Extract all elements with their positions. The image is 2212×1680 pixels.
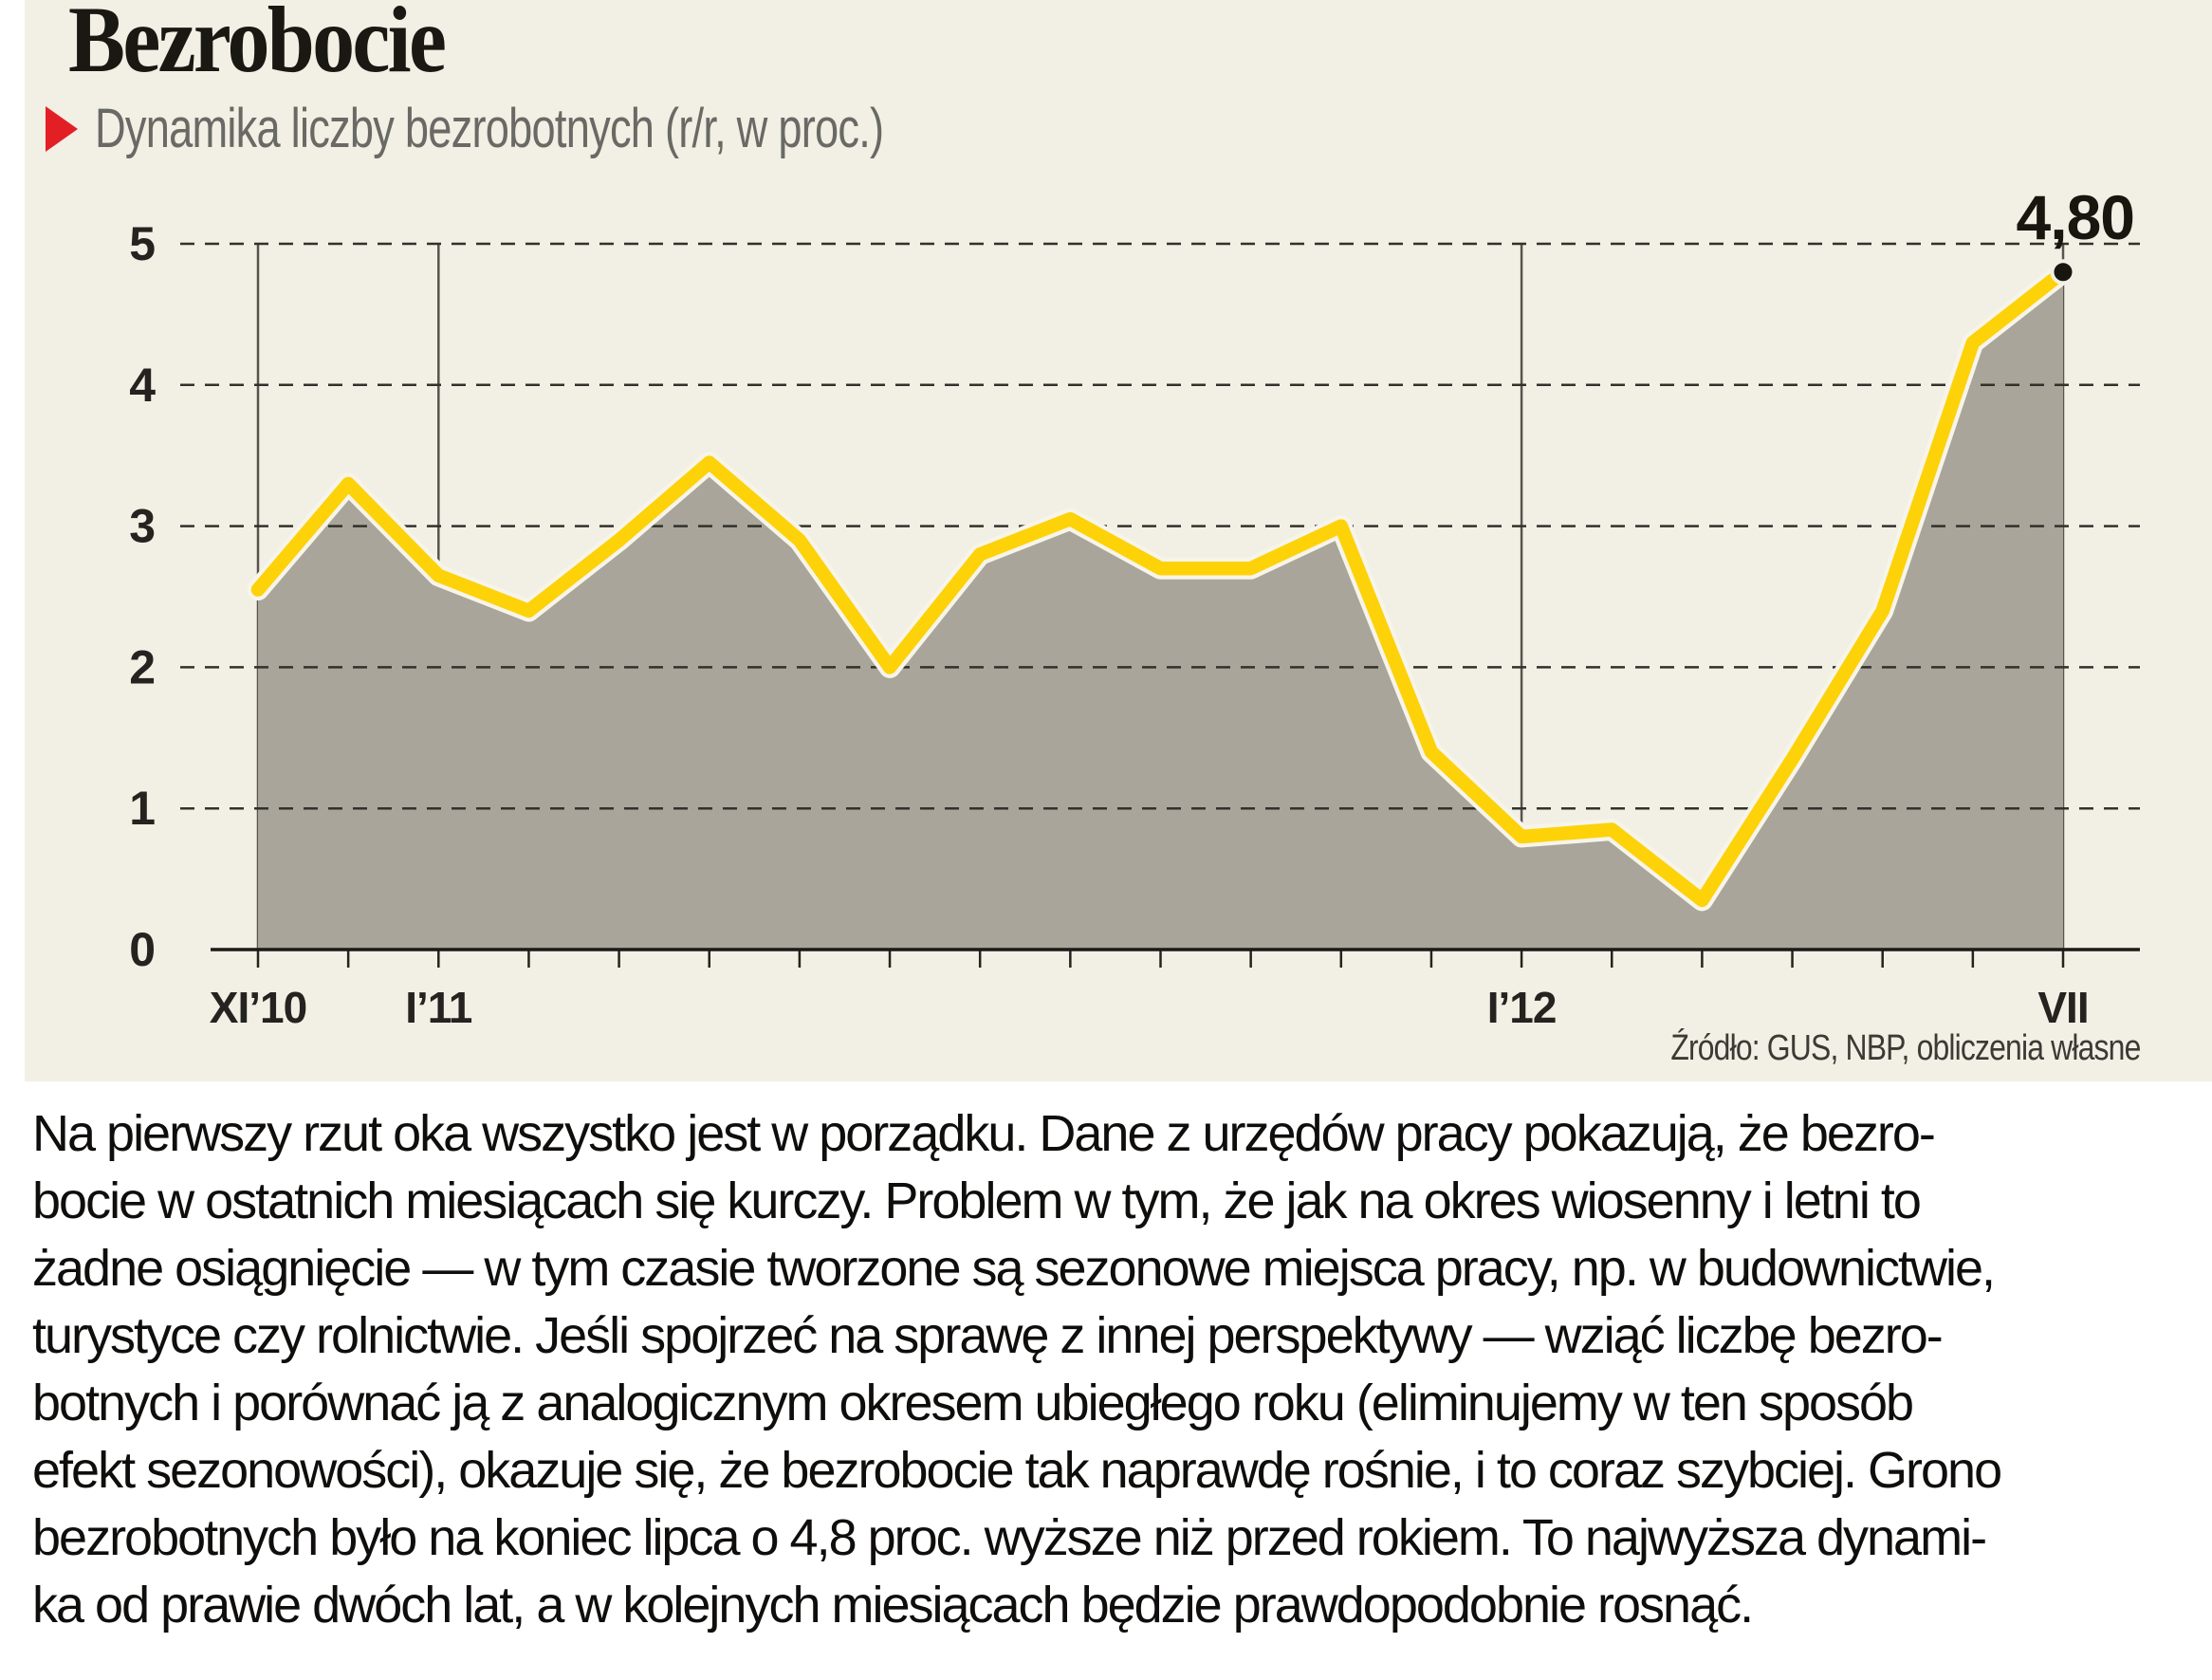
y-axis-label: 5: [129, 217, 156, 270]
end-point-value-label: 4,80: [2017, 182, 2134, 252]
y-axis-label: 0: [129, 923, 156, 976]
source-label: Źródło: GUS, NBP, obliczenia własne: [1669, 1028, 2141, 1068]
y-axis-label: 3: [129, 500, 156, 553]
trend-line: [250, 265, 2071, 908]
area-fill: [258, 271, 2063, 950]
x-axis-label: XI’10: [210, 983, 306, 1032]
y-axis-label: 2: [129, 640, 156, 693]
unemployment-area-chart: 4,80 0 1 2 3 4 5 XI’10 I’11 I’12 VII: [129, 182, 2140, 1032]
page-title: Bezrobocie: [68, 0, 447, 92]
x-axis-label: I’11: [405, 983, 472, 1032]
y-axis-label: 1: [129, 782, 156, 835]
end-point-dot: [2050, 259, 2076, 286]
y-axis-label: 4: [129, 359, 156, 412]
x-axis-label: VII: [2037, 983, 2088, 1032]
subtitle-row: Dynamika liczby bezrobotnych (r/r, w pro…: [46, 97, 1106, 159]
red-arrow-icon: [46, 105, 78, 152]
article-paragraph: Na pierwszy rzut oka wszystko jest w por…: [32, 1105, 2002, 1634]
x-axis-label: I’12: [1487, 983, 1557, 1032]
chart-subtitle: Dynamika liczby bezrobotnych (r/r, w pro…: [95, 98, 884, 159]
